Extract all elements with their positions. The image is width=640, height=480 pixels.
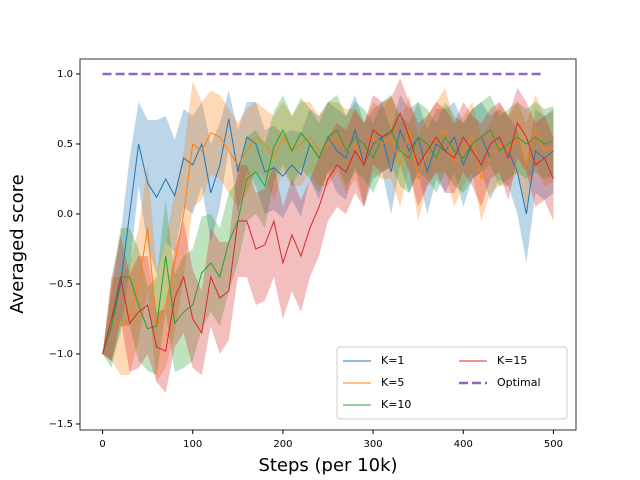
legend-label: K=10 <box>381 398 411 411</box>
error-band <box>102 80 554 382</box>
y-tick-label: 0.0 <box>57 209 73 220</box>
y-tick-label: −1.5 <box>49 419 73 430</box>
y-tick-label: −1.0 <box>49 349 73 360</box>
y-tick-label: −0.5 <box>49 279 73 290</box>
series-line <box>102 128 554 355</box>
error-band <box>102 78 554 394</box>
y-tick-label: 1.0 <box>57 69 73 80</box>
legend-label: K=15 <box>497 354 527 367</box>
error-band <box>102 94 554 375</box>
legend-box <box>336 346 568 420</box>
plot-frame <box>79 58 577 431</box>
x-tick-label: 200 <box>273 439 292 450</box>
series-line <box>102 128 554 355</box>
y-axis-label: Averaged score <box>7 174 28 313</box>
x-tick-label: 300 <box>364 439 383 450</box>
legend-label: K=1 <box>381 354 404 367</box>
x-tick-label: 0 <box>99 439 105 450</box>
legend-label: Optimal <box>497 376 541 389</box>
y-tick-label: 0.5 <box>57 139 73 150</box>
x-axis-label: Steps (per 10k) <box>258 455 397 476</box>
x-tick-label: 100 <box>183 439 202 450</box>
legend-label: K=5 <box>381 376 404 389</box>
series-line <box>102 111 554 355</box>
x-tick-label: 400 <box>454 439 473 450</box>
x-tick-label: 500 <box>544 439 563 450</box>
error-band <box>102 90 554 361</box>
